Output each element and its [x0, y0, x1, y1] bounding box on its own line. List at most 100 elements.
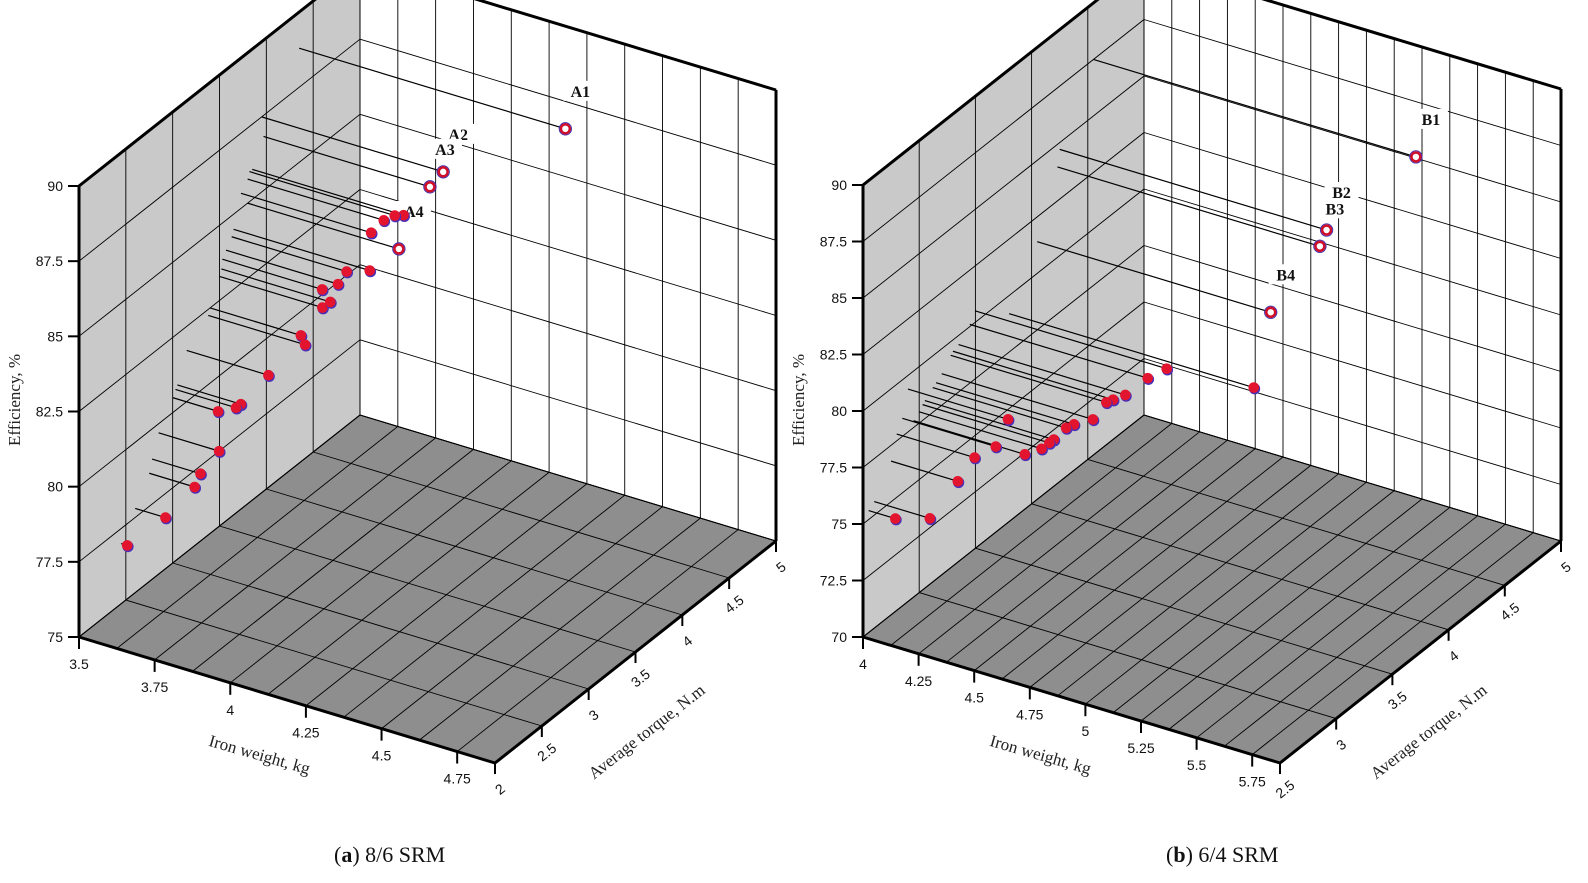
projection-line: [225, 249, 339, 285]
grid-line: [359, 113, 777, 241]
grid-line: [1140, 498, 1423, 722]
frame-edge: [78, 0, 317, 188]
grid-line: [862, 19, 1145, 242]
y-tick-label: 2: [492, 780, 508, 798]
projection-line: [907, 388, 1009, 420]
point-label-bg: [1413, 108, 1448, 129]
frame-edge: [473, 0, 777, 92]
data-point: [952, 475, 964, 487]
x-tick-label: 4.5: [372, 748, 392, 764]
projection-line: [263, 135, 431, 188]
point-label-bg: [1317, 198, 1352, 219]
projection-line: [935, 382, 1075, 425]
point-label-bg: [427, 138, 462, 159]
grid-line: [862, 414, 1145, 638]
projection-line: [175, 388, 237, 409]
projection-line: [975, 310, 1167, 370]
grid-line: [78, 264, 361, 488]
y-axis-title: Average torque, N.m: [1367, 680, 1491, 783]
y-tick-label: 2.5: [534, 740, 559, 765]
projection-line: [208, 314, 306, 346]
highlight-point-ring: [1264, 305, 1278, 319]
highlight-point-ring: [423, 180, 437, 194]
projection-line: [958, 343, 1126, 396]
z-tick-label: 85: [47, 328, 63, 344]
z-tick-label: 80: [831, 403, 847, 419]
projection-line: [247, 202, 400, 250]
projection-line: [149, 472, 195, 488]
data-point: [263, 369, 274, 381]
grid-line: [125, 599, 542, 727]
grid-line: [1143, 188, 1562, 316]
x-tick-label: 5: [1082, 723, 1090, 739]
z-tick-label: 80: [47, 479, 63, 495]
projection-line: [1008, 313, 1254, 389]
projection-line: [186, 349, 269, 376]
grid-line: [1143, 301, 1562, 429]
grid-line: [78, 189, 361, 412]
data-point: [1002, 413, 1014, 425]
data-point: [364, 265, 375, 276]
grid-line: [1168, 507, 1451, 730]
projection-line: [874, 500, 931, 519]
z-axis-title: Efficiency, %: [789, 354, 808, 446]
chart-panel-a: 75 77.5 80 82.5 85 87.5 90 3.5 3.75 4 4.25 4.5 4.75 2…: [5, 0, 789, 867]
data-point: [295, 330, 307, 341]
data-point: [365, 227, 377, 238]
y-tick-label: 4: [679, 632, 695, 650]
x-tick-label: 3.5: [69, 656, 89, 672]
z-tick-label: 90: [831, 177, 847, 193]
data-point: [1101, 397, 1112, 408]
data-point: [160, 512, 171, 523]
y-tick-label: 3: [586, 706, 602, 724]
projection-line: [890, 460, 958, 482]
grid-line: [1001, 456, 1284, 680]
grid-line: [359, 264, 777, 392]
panel-caption: (a) 8/6 SRM: [334, 842, 445, 867]
x-tick-label: 4: [859, 656, 867, 672]
projection-line: [177, 384, 242, 405]
projection-line: [1093, 58, 1417, 158]
projection-line: [158, 432, 220, 452]
x-tick-label: 4.75: [1016, 706, 1043, 722]
projection-line: [240, 192, 372, 234]
grid-line: [78, 414, 361, 638]
z-tick-label: 77.5: [820, 460, 847, 476]
projection-line: [252, 168, 404, 216]
data-point: [230, 402, 242, 414]
projection-line: [209, 307, 302, 336]
point-label-bg: [1268, 264, 1303, 285]
grid-line: [78, 38, 361, 262]
y-axis-line: [1279, 539, 1562, 765]
point-label: A1: [571, 84, 591, 101]
highlight-point: [1410, 151, 1422, 163]
grid-line: [862, 75, 1145, 299]
y-tick-label: 5: [1558, 558, 1574, 576]
grid-line: [919, 592, 1337, 720]
grid-line: [219, 525, 636, 653]
point-label: A3: [435, 142, 455, 159]
projection-line: [247, 178, 384, 221]
data-point: [317, 302, 328, 313]
highlight-point-ring: [1409, 150, 1423, 164]
point-label-bg: [563, 80, 598, 101]
x-tick-label: 3.75: [141, 679, 168, 695]
z-tick-label: 90: [47, 178, 63, 194]
y-tick-label: 3.5: [1385, 688, 1410, 713]
projection-line: [1037, 241, 1271, 313]
projection-line: [919, 411, 1042, 450]
projection-line: [952, 350, 1114, 401]
highlight-point-ring: [392, 242, 406, 256]
data-point: [378, 215, 390, 226]
grid-line: [1143, 245, 1562, 372]
grid-line: [1085, 481, 1367, 705]
grid-line: [918, 431, 1200, 655]
projection-line: [231, 236, 347, 273]
projection-line: [950, 354, 1107, 403]
data-point: [341, 266, 352, 277]
projection-line: [219, 275, 323, 309]
data-point: [332, 278, 344, 290]
z-tick-label: 82.5: [820, 347, 847, 363]
grid-line: [862, 188, 1145, 412]
